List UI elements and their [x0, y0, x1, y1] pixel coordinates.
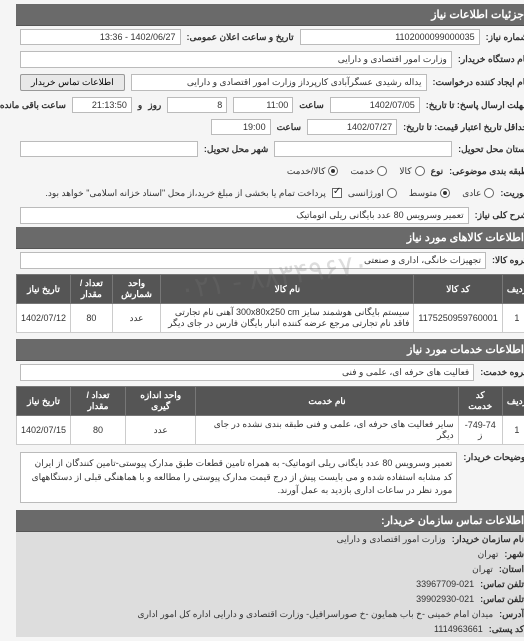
goods-qty: 80 [59, 304, 101, 333]
label-need-no: شماره نیاز: [474, 32, 516, 43]
label-need-title: شرح کلی نیاز: [463, 210, 516, 221]
svc-th-qty: تعداد / مقدار [59, 387, 114, 416]
section-need-details: جزئیات اطلاعات نیاز [4, 4, 520, 26]
goods-table: ردیف کد کالا نام کالا واحد شمارش تعداد /… [4, 274, 520, 333]
svc-th-date: تاریخ نیاز [5, 387, 59, 416]
svc-row: 1 749-74-ز سایر فعالیت های حرفه ای، علمی… [5, 416, 520, 445]
radio-kala[interactable]: کالا [387, 166, 412, 177]
val-address: میدان امام خمینی -خ باب همایون -خ صوراسر… [125, 609, 481, 620]
goods-date: 1402/07/12 [5, 304, 59, 333]
goods-unit: عدد [100, 304, 149, 333]
val-buyer-org-name: وزارت امور اقتصادی و دارایی [325, 534, 434, 545]
radio-both-label: کالا/خدمت [275, 166, 314, 177]
pay-note-text: پرداخت تمام یا بخشی از مبلغ خرید،از محل … [33, 188, 313, 199]
radio-urgent-label: اورژانسی [336, 188, 372, 199]
val-postal: 1114963661 [422, 624, 471, 635]
label-explain: توضیحات خریدار: [451, 452, 516, 463]
val-city: تهران [466, 549, 487, 560]
label-packing: طبقه بندی موضوعی: [437, 166, 516, 177]
val-state: تهران [460, 564, 481, 575]
svc-th-code: کد خدمت [446, 387, 490, 416]
radio-urgent[interactable]: اورژانسی [336, 188, 385, 199]
field-remaining-time: 21:13:50 [60, 97, 120, 113]
goods-th-unit: واحد شمارش [100, 275, 149, 304]
svc-date: 1402/07/15 [5, 416, 59, 445]
label-hour2: ساعت [265, 122, 290, 133]
radio-both[interactable]: کالا/خدمت [275, 166, 327, 177]
svc-qty: 80 [59, 416, 114, 445]
label-deadline-price: حداقل تاریخ اعتبار قیمت: تا تاریخ: [391, 122, 516, 133]
goods-th-qty: تعداد / مقدار [59, 275, 101, 304]
label-state: استان: [487, 564, 512, 575]
goods-th-name: نام کالا [149, 275, 402, 304]
label-deadline-send: مهلت ارسال پاسخ: تا تاریخ: [414, 100, 516, 111]
svc-th-name: نام خدمت [184, 387, 446, 416]
field-deadline-send-date: 1402/07/05 [318, 97, 408, 113]
section-goods: اطلاعات کالاهای مورد نیاز [4, 227, 520, 249]
svc-th-idx: ردیف [490, 387, 519, 416]
svc-idx: 1 [490, 416, 519, 445]
field-need-title: تعمیر وسرویس 80 عدد بایگانی ریلی اتوماتی… [8, 207, 457, 224]
type-radio-group: کالا خدمت کالا/خدمت [275, 166, 413, 177]
radio-normal[interactable]: عادی [450, 188, 482, 199]
section-services: اطلاعات خدمات مورد نیاز [4, 339, 520, 361]
explain-text: تعمیر وسرویس 80 عدد بایگانی ریلی اتوماتی… [8, 452, 445, 503]
label-city: شهر: [492, 549, 512, 560]
field-deadline-send-time: 11:00 [221, 97, 281, 113]
label-delivery-state: استان محل تحویل: [446, 144, 516, 155]
label-goods-group: گروه کالا: [480, 255, 516, 266]
field-requester: یداله رشیدی عسگرآبادی کارپرداز وزارت امو… [119, 74, 415, 91]
radio-kala-label: کالا [387, 166, 399, 177]
services-table: ردیف کد خدمت نام خدمت واحد اندازه گیری ت… [4, 386, 520, 445]
label-and: و [126, 100, 130, 111]
field-need-no: 1102000099000035 [288, 29, 468, 45]
svc-unit: عدد [113, 416, 183, 445]
priority-radio-group: عادی متوسط اورژانسی [336, 188, 483, 199]
goods-th-idx: ردیف [490, 275, 519, 304]
goods-name: سیستم بایگانی هوشمند سایز 300x80x250 cm … [149, 304, 402, 333]
radio-normal-label: عادی [450, 188, 469, 199]
radio-medium-label: متوسط [397, 188, 425, 199]
label-address: آدرس: [487, 609, 512, 620]
val-phone: 33967709-021 [404, 579, 462, 590]
label-buyer-org: نام دستگاه خریدار: [446, 54, 516, 65]
radio-khadamat-label: خدمت [338, 166, 362, 177]
field-delivery-state [262, 141, 440, 157]
goods-row: 1 1175250959760001 سیستم بایگانی هوشمند … [5, 304, 520, 333]
goods-th-date: تاریخ نیاز [5, 275, 59, 304]
label-delivery-city: شهر محل تحویل: [192, 144, 256, 155]
svc-code: 749-74-ز [446, 416, 490, 445]
field-delivery-city [8, 141, 186, 157]
label-phone: تلفن تماس: [468, 579, 512, 590]
field-deadline-price-date: 1402/07/27 [295, 119, 385, 135]
section-buyer-contact: اطلاعات تماس سازمان خریدار: [4, 510, 520, 532]
field-deadline-price-time: 19:00 [199, 119, 259, 135]
svc-name: سایر فعالیت های حرفه ای، علمی و فنی طبقه… [184, 416, 446, 445]
field-services-group: فعالیت های حرفه ای، علمی و فنی [8, 364, 462, 381]
label-announce-date: تاریخ و ساعت اعلان عمومی: [175, 32, 282, 43]
goods-th-code: کد کالا [402, 275, 490, 304]
field-buyer-org: وزارت امور اقتصادی و دارایی [8, 51, 440, 68]
label-phone2: تلفن تماس: [468, 594, 512, 605]
radio-medium[interactable]: متوسط [397, 188, 438, 199]
pay-note-check[interactable] [320, 188, 330, 198]
buyer-contact-button[interactable]: اطلاعات تماس خریدار [8, 74, 113, 91]
label-priority: فوریت: [488, 188, 516, 199]
radio-khadamat[interactable]: خدمت [338, 166, 375, 177]
goods-idx: 1 [490, 304, 519, 333]
label-day: روز [136, 100, 149, 111]
field-remaining-days: 8 [155, 97, 215, 113]
label-remaining: ساعت باقی مانده [0, 100, 54, 111]
field-announce-date: 1402/06/27 - 13:36 [8, 29, 169, 45]
svc-th-unit: واحد اندازه گیری [113, 387, 183, 416]
label-buyer-org-name: نام سازمان خریدار: [440, 534, 512, 545]
val-phone2: 39902930-021 [404, 594, 462, 605]
field-goods-group: تجهیزات خانگی، اداری و صنعتی [8, 252, 474, 269]
label-type: نوع [419, 166, 432, 177]
label-requester: نام ایجاد کننده درخواست: [421, 77, 516, 88]
label-services-group: گروه خدمت: [468, 367, 516, 378]
label-postal: کد پستی: [477, 624, 512, 635]
goods-code: 1175250959760001 [402, 304, 490, 333]
label-hour1: ساعت [287, 100, 312, 111]
